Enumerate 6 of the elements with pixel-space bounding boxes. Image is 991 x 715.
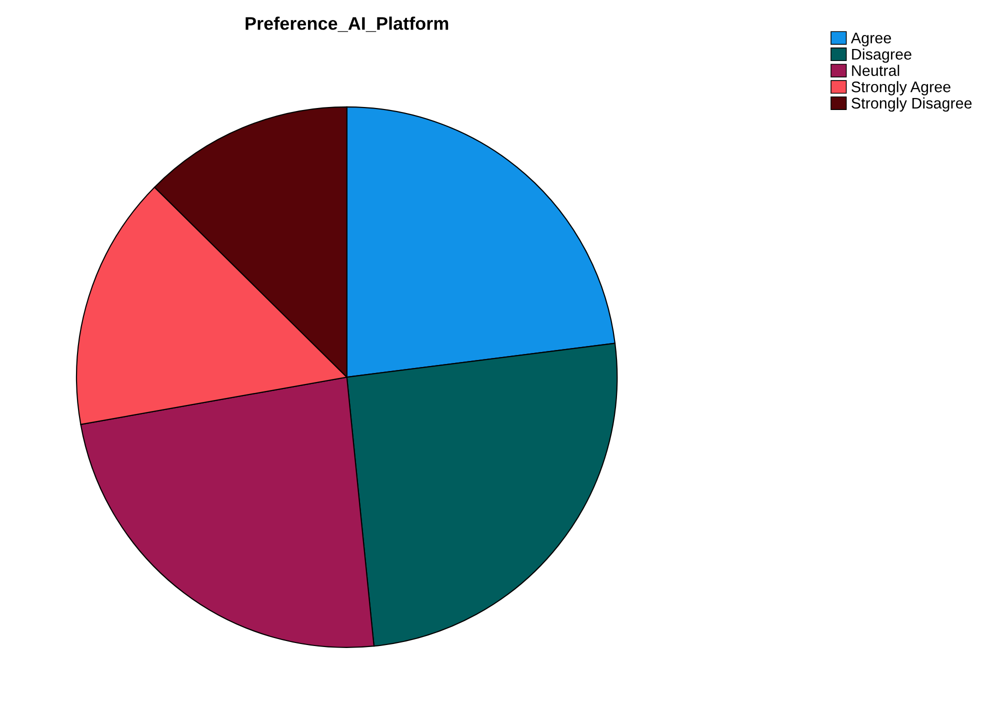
legend-label: Strongly Agree [852, 81, 950, 96]
legend-label: Neutral [852, 64, 900, 76]
legend-label: Strongly Disagree [852, 97, 972, 112]
legend-label: Disagree [852, 48, 912, 63]
legend-label: Agree [850, 32, 891, 46]
chart-title: Preference_AI_Platform [246, 16, 448, 32]
